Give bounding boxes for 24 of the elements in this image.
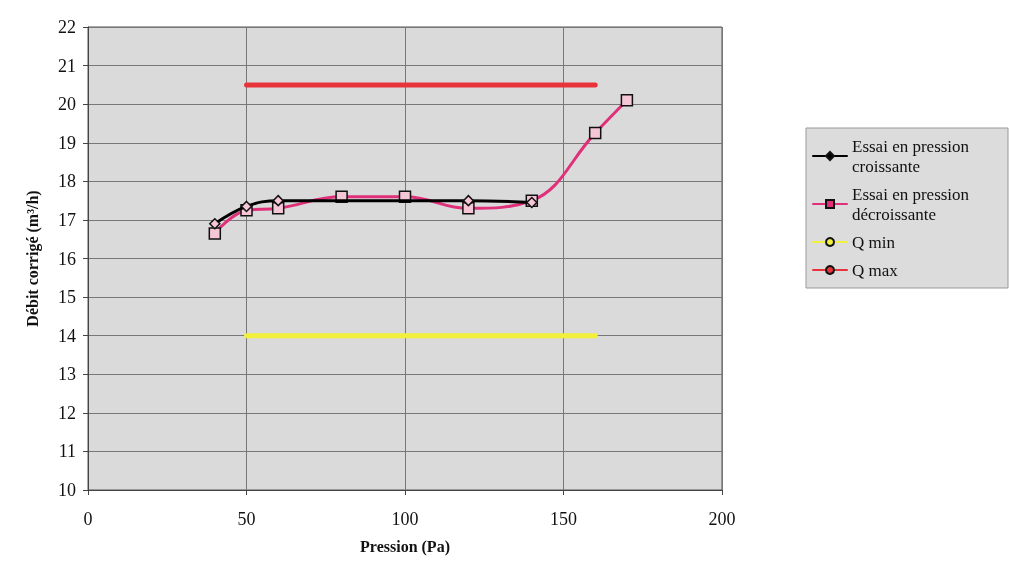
legend-label: Q min <box>852 232 896 252</box>
y-tick-label: 14 <box>58 325 76 346</box>
x-tick-label: 100 <box>391 509 419 529</box>
y-tick-label: 19 <box>58 132 76 153</box>
y-tick-label: 16 <box>58 248 76 269</box>
x-tick-label: 50 <box>237 509 256 529</box>
y-tick-label: 20 <box>58 94 76 115</box>
x-tick-label: 150 <box>550 509 577 529</box>
legend-label: Q max <box>852 260 899 280</box>
y-tick-label: 10 <box>58 480 76 500</box>
y-tick-label: 22 <box>58 17 76 37</box>
x-tick-label: 0 <box>83 509 93 529</box>
y-tick-label: 17 <box>58 209 76 230</box>
y-axis-title: Débit corrigé (m³/h) <box>23 190 42 327</box>
legend-label: Essai en pression décroissante <box>852 184 974 224</box>
y-tick-label: 13 <box>58 364 76 385</box>
y-tick-label: 11 <box>58 441 76 462</box>
y-tick-label: 21 <box>58 55 76 76</box>
y-tick-label: 18 <box>58 171 76 192</box>
y-tick-label: 12 <box>58 402 76 423</box>
x-tick-label: 200 <box>708 509 736 529</box>
x-axis-title: Pression (Pa) <box>360 537 450 556</box>
y-tick-label: 15 <box>58 287 76 308</box>
legend-label: Essai en pression croissante <box>852 136 974 176</box>
